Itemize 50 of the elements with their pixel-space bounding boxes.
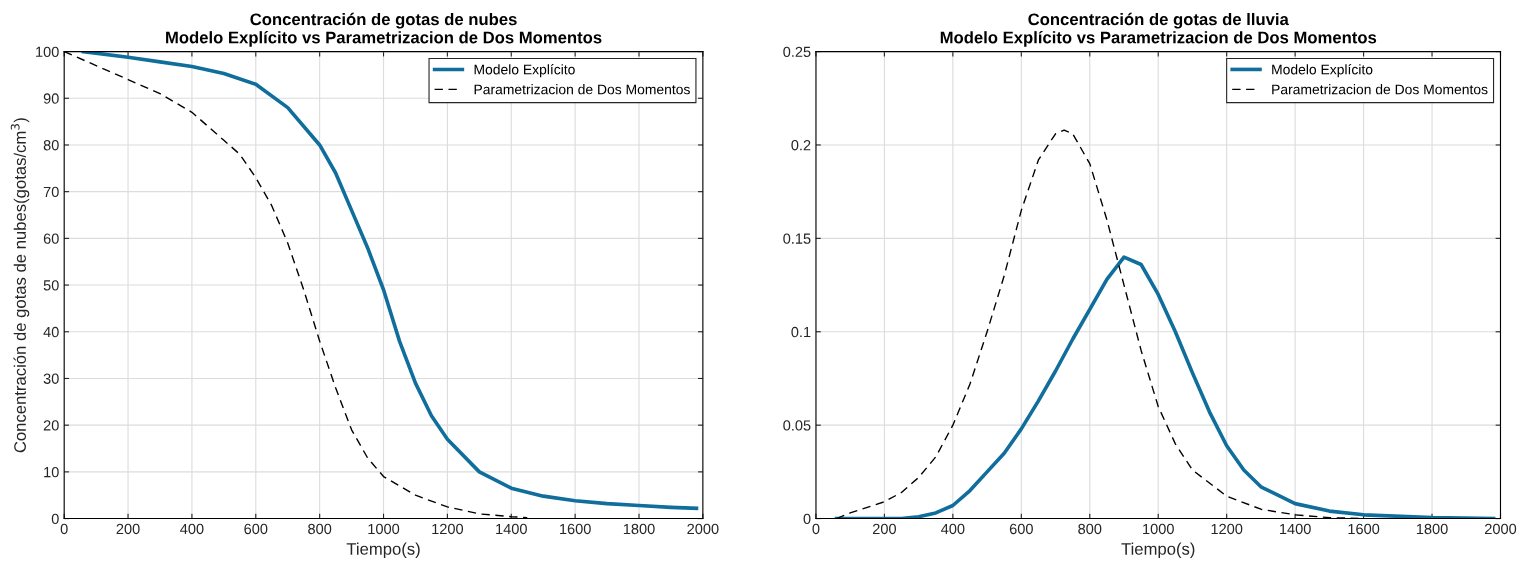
y-tick-label: 30 bbox=[43, 373, 59, 384]
y-tick-label: 0.15 bbox=[783, 233, 811, 244]
x-tick-label: 1000 bbox=[1143, 523, 1174, 535]
x-axis-title: Tiempo(s) bbox=[346, 542, 420, 559]
legend-label: Parametrizacion de Dos Momentos bbox=[1272, 84, 1488, 95]
chart-title: Concentración de gotas de lluvia Modelo Explícito vs Parametrizacion de Dos Momentos bbox=[940, 12, 1377, 47]
y-tick-label: 40 bbox=[43, 326, 59, 338]
y-tick-label: 0.25 bbox=[783, 46, 811, 57]
x-tick-label: 0 bbox=[60, 523, 68, 535]
x-tick-label: 1400 bbox=[1280, 523, 1311, 535]
y-tick-label: 0.1 bbox=[791, 326, 811, 338]
x-tick-label: 1600 bbox=[1348, 523, 1380, 535]
y-axis-title: Concentración de gotas de nubes(gotas/cm$^{3}$) bbox=[10, 118, 30, 453]
x-tick-label: 1000 bbox=[368, 523, 400, 535]
y-tick-label: 20 bbox=[43, 420, 59, 431]
y-tick-label: 0 bbox=[51, 513, 59, 524]
y-tick-label: 80 bbox=[43, 140, 59, 151]
y-tick-label: 10 bbox=[44, 466, 59, 478]
x-tick-label: 1800 bbox=[623, 523, 655, 535]
y-tick-label: 0.2 bbox=[791, 140, 811, 151]
x-tick-label: 400 bbox=[180, 523, 204, 535]
line-series bbox=[81, 51, 699, 511]
y-tick-label: 70 bbox=[43, 186, 59, 198]
y-tick-label: 100 bbox=[36, 46, 59, 57]
line-series bbox=[834, 255, 1496, 519]
y-tick-label: 90 bbox=[43, 93, 59, 104]
x-tick-label: 2000 bbox=[687, 523, 719, 535]
legend-label: Modelo Explícito bbox=[1272, 64, 1373, 78]
x-tick-label: 200 bbox=[116, 523, 140, 535]
x-tick-label: 400 bbox=[941, 523, 965, 535]
x-tick-label: 800 bbox=[308, 523, 332, 535]
x-tick-label: 600 bbox=[1009, 523, 1033, 535]
x-tick-label: 600 bbox=[244, 523, 268, 535]
x-tick-label: 2000 bbox=[1485, 523, 1517, 535]
x-tick-label: 1600 bbox=[560, 523, 591, 535]
x-tick-label: 1200 bbox=[1211, 523, 1243, 535]
x-tick-label: 800 bbox=[1078, 523, 1102, 535]
legend-label: Parametrizacion de Dos Momentos bbox=[474, 84, 690, 95]
x-axis-title: Tiempo(s) bbox=[1121, 542, 1195, 559]
y-tick-label: 50 bbox=[43, 280, 59, 291]
y-tick-label: 0.05 bbox=[783, 420, 811, 431]
y-tick-label: 60 bbox=[43, 233, 59, 244]
legend-label: Modelo Explícito bbox=[474, 64, 575, 78]
x-tick-label: 0 bbox=[812, 523, 820, 535]
x-tick-label: 200 bbox=[872, 523, 896, 535]
x-tick-label: 1800 bbox=[1416, 523, 1448, 535]
y-tick-label: 0 bbox=[803, 513, 811, 524]
x-tick-label: 1200 bbox=[432, 523, 464, 535]
x-tick-label: 1400 bbox=[496, 523, 527, 535]
chart-title: Concentración de gotas de nubes Modelo Explícito vs Parametrizacion de Dos Momentos bbox=[166, 12, 602, 47]
